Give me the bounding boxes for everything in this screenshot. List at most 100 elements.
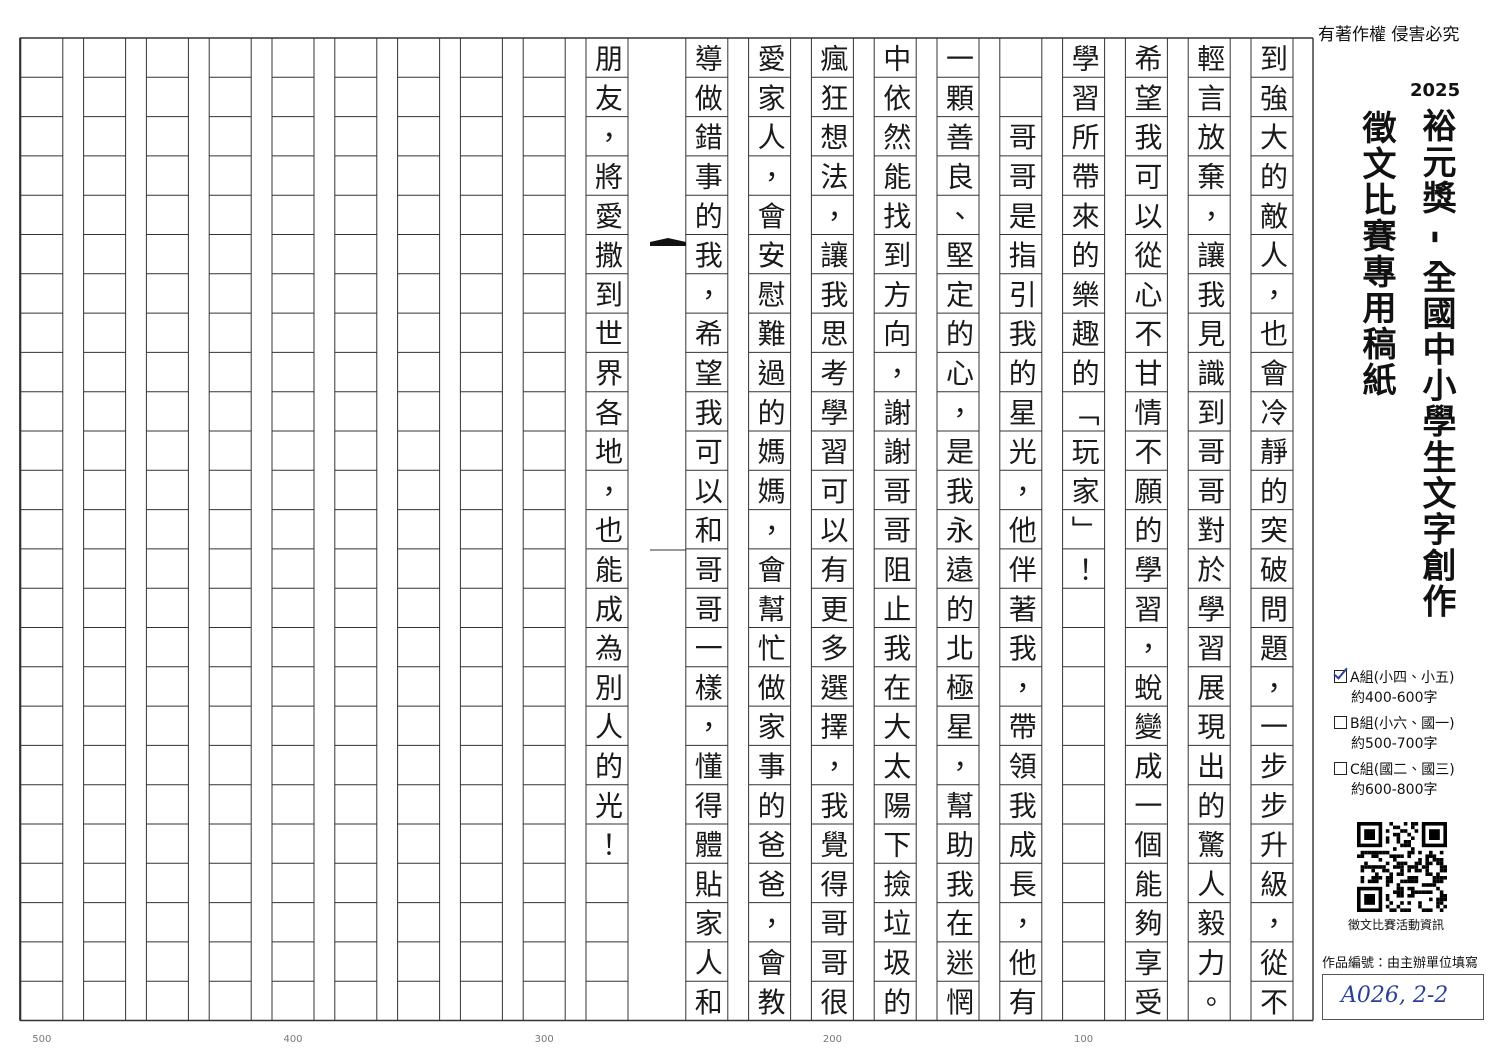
- qr-module: [1400, 886, 1404, 891]
- qr-module: [1385, 879, 1390, 884]
- qr-module: [1439, 879, 1444, 884]
- qr-module: [1439, 865, 1444, 869]
- qr-module: [1407, 894, 1411, 898]
- manuscript-column: 中依然能找到方向，謝謝哥哥阻止我在大太陽下撿垃圾的: [879, 43, 913, 1027]
- manuscript-column: 導做錯事的我，希望我可以和哥哥一樣，懂得體貼家人和: [690, 43, 724, 1027]
- qr-module: [1375, 876, 1379, 880]
- qr-module: [1371, 868, 1375, 873]
- manuscript-column: 哥哥是指引我的星光，他伴著我，帶領我成長，他有: [1004, 43, 1038, 1027]
- qr-module: [1400, 854, 1404, 858]
- qr-module: [1400, 843, 1404, 848]
- qr-module: [1393, 847, 1397, 851]
- qr-module: [1418, 904, 1422, 909]
- qr-module: [1371, 876, 1375, 880]
- fold-mark: [650, 238, 686, 246]
- year: 2025: [1410, 80, 1461, 101]
- qr-module: [1439, 890, 1444, 894]
- qr-module: [1364, 850, 1368, 855]
- group-label: A組(小四、小五): [1350, 670, 1455, 686]
- count-mark: 500: [32, 1034, 52, 1045]
- qr-module: [1407, 868, 1411, 873]
- qr-module: [1371, 854, 1375, 858]
- qr-module: [1411, 825, 1415, 830]
- manuscript-column: 輕言放棄，讓我見識到哥哥對於學習展現出的驚人毅力。: [1193, 43, 1227, 1027]
- manuscript-column: 朋友，將愛撒到世界各地，也能成為別人的光！: [591, 43, 624, 869]
- qr-module: [1375, 865, 1379, 869]
- qr-module: [1385, 904, 1390, 909]
- count-mark: 200: [822, 1034, 842, 1045]
- qr-module: [1429, 883, 1433, 887]
- qr-module: [1443, 865, 1447, 869]
- qr-module: [1407, 876, 1411, 880]
- qr-module: [1396, 886, 1401, 891]
- qr-module: [1407, 832, 1411, 837]
- qr-module: [1414, 861, 1419, 866]
- qr-module: [1432, 854, 1437, 858]
- qr-module: [1400, 894, 1404, 898]
- qr-module: [1425, 858, 1429, 862]
- qr-module: [1443, 897, 1447, 902]
- paper-subtitle: 徵文比賽專用稿紙: [1356, 110, 1396, 398]
- qr-caption: 徵文比賽活動資訊: [1348, 918, 1445, 932]
- qr-module: [1425, 883, 1429, 887]
- qr-module: [1375, 879, 1379, 884]
- qr-module: [1411, 836, 1415, 840]
- qr-module: [1375, 854, 1379, 858]
- qr-module: [1429, 897, 1433, 902]
- qr-module: [1400, 901, 1404, 905]
- qr-module: [1400, 908, 1404, 912]
- qr-module: [1385, 840, 1390, 844]
- qr-module: [1400, 879, 1404, 884]
- qr-module: [1396, 825, 1401, 830]
- qr-module: [1407, 843, 1411, 848]
- qr-module: [1425, 890, 1429, 894]
- group-label: B組(小六、國一): [1350, 716, 1455, 732]
- qr-module: [1393, 890, 1397, 894]
- qr-module: [1407, 886, 1411, 891]
- qr-module: [1360, 865, 1365, 869]
- qr-module: [1382, 865, 1386, 869]
- qr-module: [1385, 861, 1390, 866]
- qr-module: [1396, 865, 1401, 869]
- qr-module: [1411, 876, 1415, 880]
- qr-module: [1443, 868, 1447, 873]
- qr-code: [1357, 822, 1447, 912]
- qr-module: [1407, 908, 1411, 912]
- qr-module: [1418, 868, 1422, 873]
- qr-module: [1443, 904, 1447, 909]
- qr-module: [1375, 872, 1379, 876]
- qr-module: [1393, 854, 1397, 858]
- qr-module: [1443, 894, 1447, 898]
- qr-module: [1421, 865, 1426, 869]
- qr-module: [1436, 897, 1440, 902]
- qr-module: [1371, 865, 1375, 869]
- qr-module: [1432, 883, 1437, 887]
- qr-module: [1360, 876, 1365, 880]
- qr-module: [1389, 822, 1393, 826]
- qr-module: [1425, 868, 1429, 873]
- qr-module: [1418, 850, 1422, 855]
- qr-module: [1385, 829, 1390, 833]
- qr-module: [1439, 894, 1444, 898]
- qr-module: [1360, 854, 1365, 858]
- manuscript-column: 愛家人，會安慰難過的媽媽，會幫忙做家事的爸爸，會教: [753, 43, 787, 1027]
- qr-module: [1396, 861, 1401, 866]
- qr-module: [1439, 901, 1444, 905]
- qr-module: [1378, 876, 1383, 880]
- qr-module: [1396, 890, 1401, 894]
- qr-finder: [1364, 829, 1375, 840]
- manuscript-column: 到強大的敵人，也會冷靜的突破問題，一步步升級，從不: [1256, 43, 1289, 1027]
- qr-module: [1407, 865, 1411, 869]
- count-mark: 100: [1074, 1034, 1094, 1045]
- qr-module: [1396, 883, 1401, 887]
- qr-module: [1360, 868, 1365, 873]
- qr-module: [1414, 879, 1419, 884]
- qr-module: [1436, 876, 1440, 880]
- qr-module: [1367, 879, 1372, 884]
- qr-module: [1411, 822, 1415, 826]
- qr-module: [1403, 822, 1408, 826]
- qr-module: [1385, 836, 1390, 840]
- qr-module: [1439, 897, 1444, 902]
- qr-module: [1371, 879, 1375, 884]
